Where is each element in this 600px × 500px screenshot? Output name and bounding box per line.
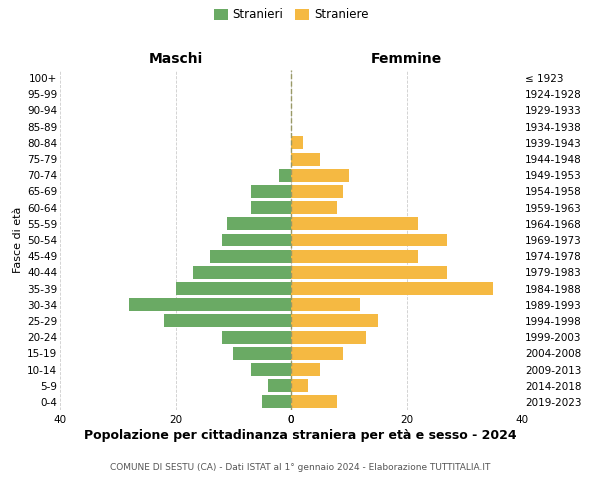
Title: Femmine: Femmine xyxy=(371,52,442,66)
Bar xyxy=(193,266,291,279)
Y-axis label: Anni di nascita: Anni di nascita xyxy=(596,198,600,281)
Bar xyxy=(222,234,291,246)
Bar xyxy=(210,250,291,262)
Bar xyxy=(291,234,447,246)
Y-axis label: Fasce di età: Fasce di età xyxy=(13,207,23,273)
Legend: Stranieri, Straniere: Stranieri, Straniere xyxy=(214,8,368,22)
Text: COMUNE DI SESTU (CA) - Dati ISTAT al 1° gennaio 2024 - Elaborazione TUTTITALIA.I: COMUNE DI SESTU (CA) - Dati ISTAT al 1° … xyxy=(110,464,490,472)
Bar xyxy=(291,152,320,166)
Text: Popolazione per cittadinanza straniera per età e sesso - 2024: Popolazione per cittadinanza straniera p… xyxy=(83,430,517,442)
Bar xyxy=(291,136,302,149)
Bar xyxy=(164,314,291,328)
Title: Maschi: Maschi xyxy=(148,52,203,66)
Bar xyxy=(251,201,291,214)
Bar xyxy=(291,298,360,311)
Bar xyxy=(176,282,291,295)
Bar xyxy=(291,185,343,198)
Bar xyxy=(291,363,320,376)
Bar xyxy=(233,347,291,360)
Bar xyxy=(291,330,366,344)
Bar xyxy=(262,396,291,408)
Bar xyxy=(291,396,337,408)
Bar xyxy=(291,250,418,262)
Bar xyxy=(251,363,291,376)
Bar xyxy=(291,282,493,295)
Bar xyxy=(130,298,291,311)
Bar xyxy=(291,218,418,230)
Bar xyxy=(222,330,291,344)
Bar xyxy=(291,201,337,214)
Bar xyxy=(291,266,447,279)
Bar xyxy=(251,185,291,198)
Bar xyxy=(280,169,291,181)
Bar xyxy=(291,314,377,328)
Bar xyxy=(291,347,343,360)
Bar xyxy=(291,169,349,181)
Bar xyxy=(291,379,308,392)
Bar xyxy=(227,218,291,230)
Bar xyxy=(268,379,291,392)
